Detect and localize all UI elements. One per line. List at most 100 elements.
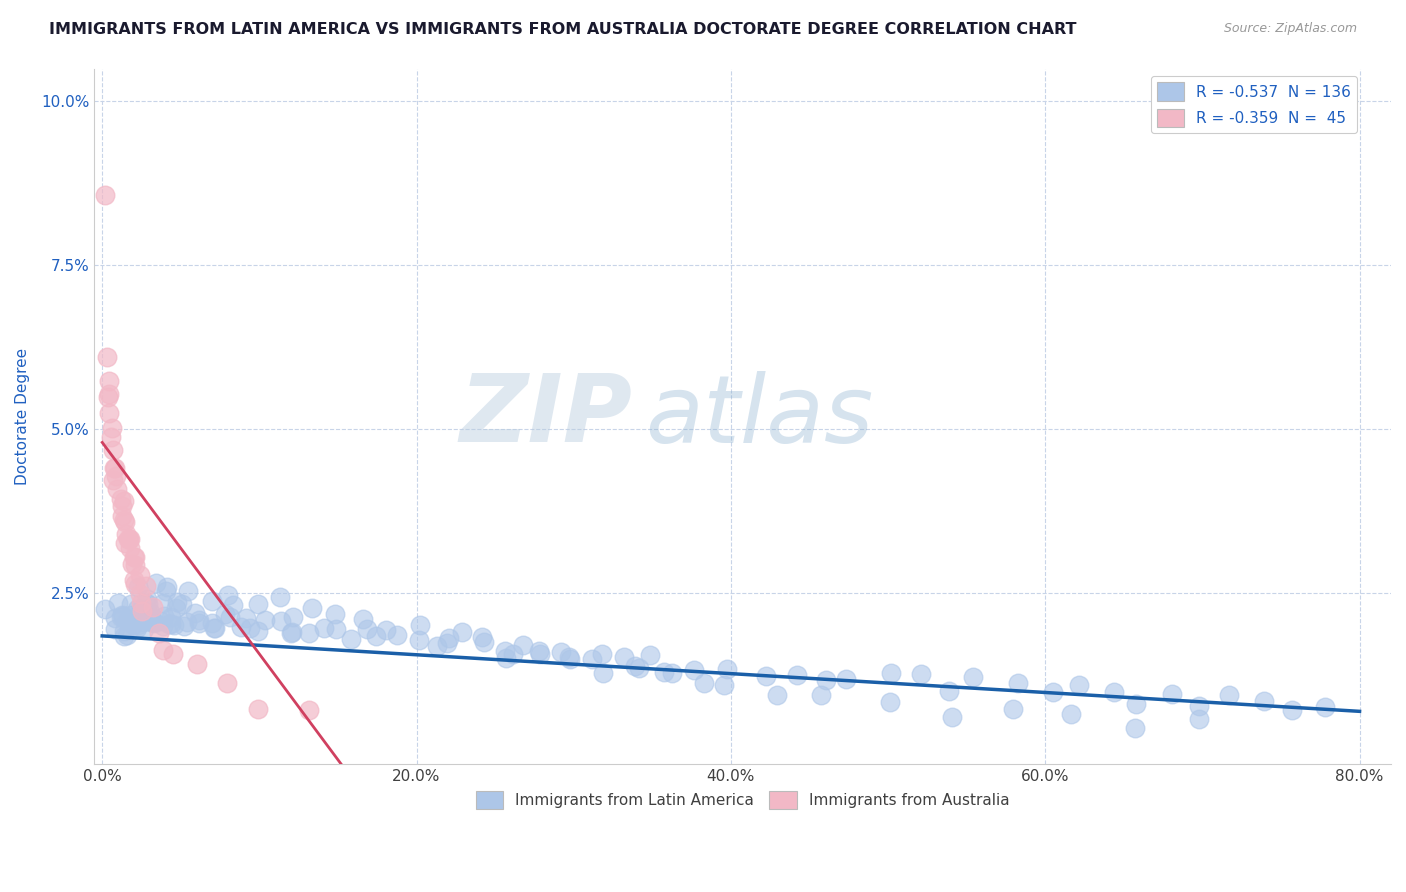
Point: [127, 621, 149, 635]
Point: [325, 607, 347, 621]
Point: [941, 710, 963, 724]
Point: [186, 657, 208, 671]
Point: [683, 663, 706, 677]
Point: [627, 661, 650, 675]
Point: [131, 604, 153, 618]
Point: [122, 617, 145, 632]
Point: [101, 473, 124, 487]
Point: [107, 596, 129, 610]
Point: [97, 406, 120, 420]
Point: [122, 573, 145, 587]
Point: [165, 601, 187, 615]
Point: [352, 612, 374, 626]
Point: [143, 615, 166, 629]
Point: [1218, 688, 1240, 702]
Point: [1188, 698, 1211, 713]
Point: [612, 650, 634, 665]
Point: [134, 622, 156, 636]
Point: [112, 513, 135, 527]
Point: [581, 652, 603, 666]
Point: [98, 386, 121, 401]
Point: [437, 631, 460, 645]
Point: [127, 581, 149, 595]
Point: [104, 622, 127, 636]
Point: [246, 624, 269, 638]
Point: [364, 629, 387, 643]
Point: [120, 532, 142, 546]
Point: [142, 616, 165, 631]
Point: [409, 617, 432, 632]
Point: [1188, 712, 1211, 726]
Point: [94, 187, 117, 202]
Point: [103, 461, 125, 475]
Point: [177, 583, 200, 598]
Point: [810, 689, 832, 703]
Point: [426, 639, 449, 653]
Point: [127, 618, 149, 632]
Point: [155, 584, 177, 599]
Point: [592, 665, 614, 680]
Point: [281, 624, 304, 639]
Point: [692, 675, 714, 690]
Point: [136, 592, 159, 607]
Point: [110, 609, 132, 624]
Point: [114, 516, 136, 530]
Point: [162, 647, 184, 661]
Point: [713, 678, 735, 692]
Point: [125, 602, 148, 616]
Point: [112, 624, 135, 639]
Point: [159, 616, 181, 631]
Point: [879, 695, 901, 709]
Point: [118, 532, 141, 546]
Point: [215, 676, 238, 690]
Point: [815, 673, 838, 687]
Point: [129, 596, 152, 610]
Point: [512, 638, 534, 652]
Point: [280, 625, 302, 640]
Point: [786, 667, 808, 681]
Point: [118, 541, 141, 556]
Point: [1313, 699, 1336, 714]
Point: [120, 597, 142, 611]
Point: [166, 595, 188, 609]
Point: [127, 612, 149, 626]
Point: [129, 568, 152, 582]
Point: [558, 652, 581, 666]
Point: [550, 645, 572, 659]
Point: [502, 647, 524, 661]
Point: [101, 443, 124, 458]
Point: [451, 625, 474, 640]
Point: [141, 615, 163, 629]
Point: [163, 617, 186, 632]
Point: [115, 614, 138, 628]
Point: [153, 609, 176, 624]
Point: [1125, 697, 1147, 711]
Point: [558, 650, 581, 665]
Point: [755, 668, 778, 682]
Point: [149, 615, 172, 629]
Point: [114, 527, 136, 541]
Point: [529, 647, 551, 661]
Point: [142, 600, 165, 615]
Point: [104, 469, 127, 483]
Point: [229, 620, 252, 634]
Point: [131, 602, 153, 616]
Point: [246, 702, 269, 716]
Point: [112, 629, 135, 643]
Point: [184, 606, 207, 620]
Point: [340, 632, 363, 646]
Point: [1007, 676, 1029, 690]
Y-axis label: Doctorate Degree: Doctorate Degree: [15, 348, 30, 484]
Point: [880, 666, 903, 681]
Point: [269, 590, 291, 604]
Point: [298, 702, 321, 716]
Point: [1160, 687, 1182, 701]
Point: [270, 614, 292, 628]
Point: [204, 621, 226, 635]
Point: [187, 615, 209, 630]
Point: [235, 611, 257, 625]
Point: [716, 662, 738, 676]
Point: [104, 461, 127, 475]
Point: [129, 586, 152, 600]
Point: [156, 580, 179, 594]
